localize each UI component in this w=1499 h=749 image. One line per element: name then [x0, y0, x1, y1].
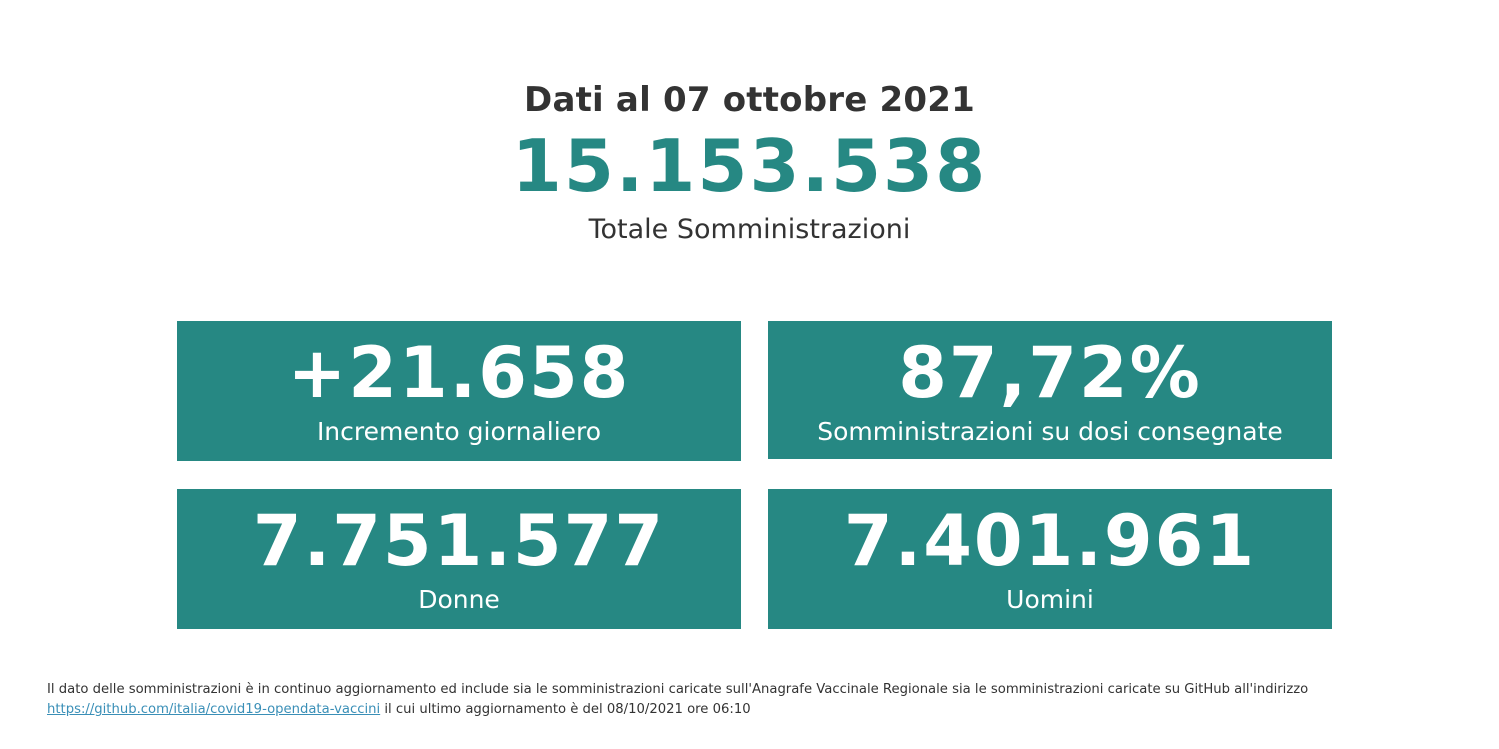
- women-card: 7.751.577 Donne: [177, 489, 741, 629]
- daily-increment-label: Incremento giornaliero: [316, 417, 602, 446]
- summary-header: Dati al 07 ottobre 2021 15.153.538 Total…: [0, 78, 1499, 248]
- women-value: 7.751.577: [252, 500, 666, 582]
- men-label: Uomini: [1006, 585, 1094, 614]
- total-administrations-label: Totale Somministrazioni: [588, 214, 911, 245]
- delivered-doses-ratio-value: 87,72%: [898, 332, 1202, 414]
- delivered-doses-ratio-card: 87,72% Somministrazioni su dosi consegna…: [768, 321, 1332, 459]
- footer-line-2: https://github.com/italia/covid19-openda…: [47, 700, 1487, 720]
- daily-increment-value: +21.658: [287, 332, 631, 414]
- men-card: 7.401.961 Uomini: [768, 489, 1332, 629]
- daily-increment-card: +21.658 Incremento giornaliero: [177, 321, 741, 461]
- men-value: 7.401.961: [843, 500, 1257, 582]
- footer-note: Il dato delle somministrazioni è in cont…: [47, 680, 1487, 720]
- date-title: Dati al 07 ottobre 2021: [524, 80, 975, 120]
- delivered-doses-ratio-label: Somministrazioni su dosi consegnate: [817, 417, 1283, 446]
- footer-line-1: Il dato delle somministrazioni è in cont…: [47, 682, 1309, 697]
- women-label: Donne: [418, 585, 500, 614]
- github-repository-link[interactable]: https://github.com/italia/covid19-openda…: [47, 702, 381, 717]
- total-administrations-value: 15.153.538: [511, 124, 988, 208]
- footer-update-info: il cui ultimo aggiornamento è del 08/10/…: [384, 702, 751, 717]
